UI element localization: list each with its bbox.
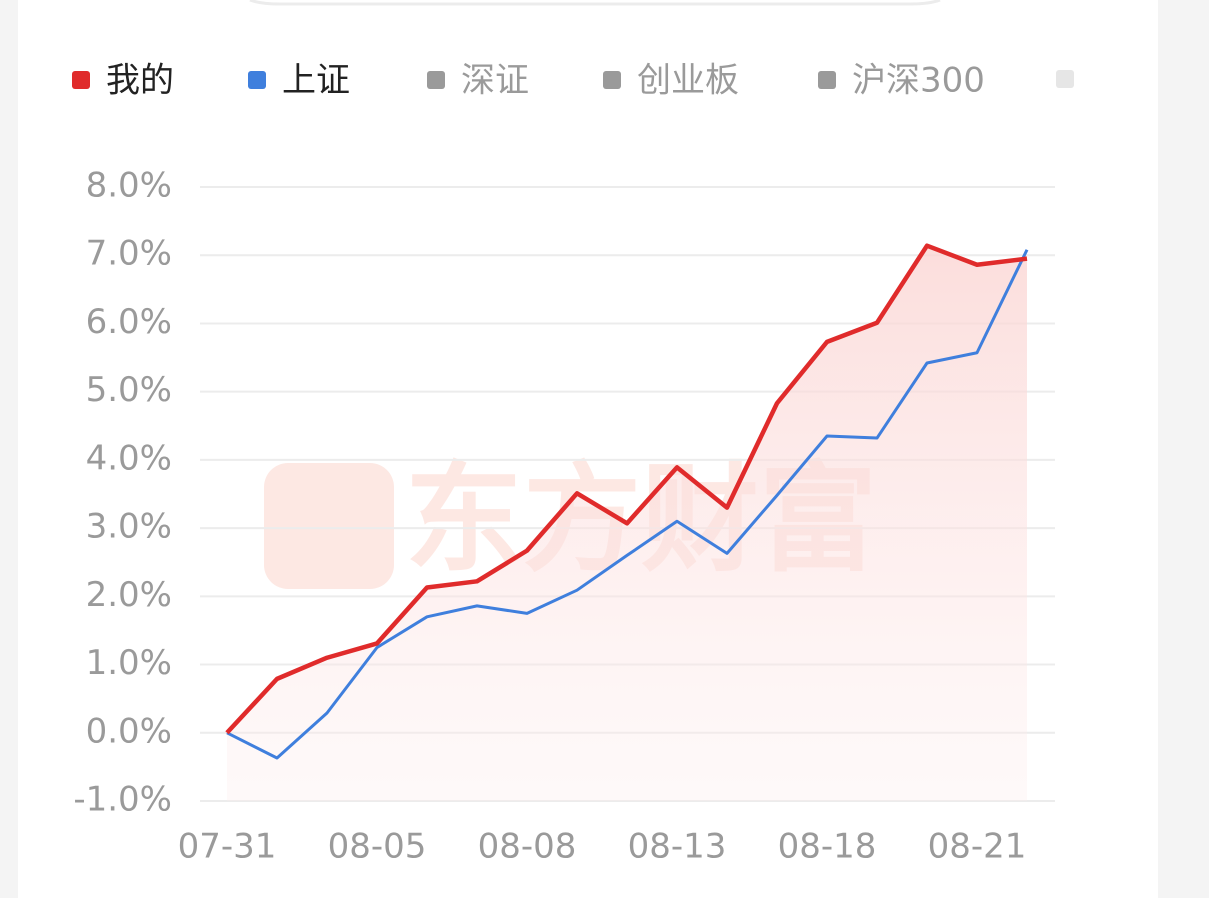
y-tick-label: 1.0% <box>86 643 172 683</box>
y-tick-label: 8.0% <box>86 166 172 206</box>
watermark-logo <box>264 463 394 589</box>
legend-label: 我的 <box>106 61 174 101</box>
x-tick-label: 08-18 <box>778 827 877 867</box>
y-tick-label: 2.0% <box>86 575 172 615</box>
legend-label: 上证 <box>282 61 350 101</box>
x-tick-label: 07-31 <box>178 827 277 867</box>
y-tick-label: 4.0% <box>86 438 172 478</box>
x-tick-label: 08-13 <box>628 827 727 867</box>
x-tick-label: 08-05 <box>328 827 427 867</box>
legend-marker <box>248 71 266 89</box>
line <box>226 249 1029 760</box>
y-tick-label: 6.0% <box>86 302 172 342</box>
y-tick-label: 3.0% <box>86 507 172 547</box>
legend-marker <box>603 71 621 89</box>
y-tick-label: -1.0% <box>73 780 172 820</box>
x-tick-label: 08-08 <box>478 827 577 867</box>
y-tick-label: 7.0% <box>86 234 172 274</box>
legend: 我的 上证 深证 创业板 沪深300 <box>72 61 985 101</box>
legend-marker <box>818 71 836 89</box>
legend-marker <box>72 71 90 89</box>
legend-label: 沪深300 <box>852 61 985 101</box>
legend-label: 创业板 <box>637 61 739 101</box>
legend-faded-marker <box>1056 70 1074 88</box>
legend-label: 深证 <box>461 61 529 101</box>
search-bar-edge <box>249 0 941 6</box>
line <box>225 243 1028 735</box>
x-tick-label: 08-21 <box>928 827 1027 867</box>
legend-marker <box>427 71 445 89</box>
y-tick-label: 0.0% <box>86 711 172 751</box>
y-tick-label: 5.0% <box>86 370 172 410</box>
